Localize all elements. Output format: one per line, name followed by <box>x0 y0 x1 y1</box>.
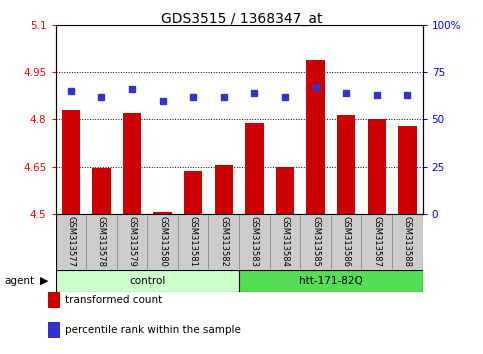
Bar <box>56 270 239 292</box>
Text: GSM313588: GSM313588 <box>403 216 412 267</box>
Bar <box>48 322 60 338</box>
Bar <box>361 214 392 271</box>
Text: GSM313582: GSM313582 <box>219 216 228 267</box>
Text: GSM313580: GSM313580 <box>158 216 167 267</box>
Text: GSM313584: GSM313584 <box>281 216 289 267</box>
Bar <box>117 214 147 271</box>
Bar <box>392 214 423 271</box>
Text: percentile rank within the sample: percentile rank within the sample <box>65 325 241 335</box>
Bar <box>147 214 178 271</box>
Bar <box>245 122 264 214</box>
Text: htt-171-82Q: htt-171-82Q <box>299 276 363 286</box>
Text: GSM313581: GSM313581 <box>189 216 198 267</box>
Bar <box>86 214 117 271</box>
Bar <box>270 214 300 271</box>
Text: GSM313577: GSM313577 <box>66 216 75 267</box>
Text: GSM313579: GSM313579 <box>128 216 137 267</box>
Text: GDS3515 / 1368347_at: GDS3515 / 1368347_at <box>161 12 322 27</box>
Bar <box>92 169 111 214</box>
Bar <box>300 214 331 271</box>
Text: GSM313586: GSM313586 <box>341 216 351 267</box>
Text: GSM313585: GSM313585 <box>311 216 320 267</box>
Bar <box>214 165 233 214</box>
Text: GSM313583: GSM313583 <box>250 216 259 267</box>
Bar <box>209 214 239 271</box>
Bar <box>56 214 86 271</box>
Bar <box>154 212 172 214</box>
Bar <box>123 113 141 214</box>
Bar <box>239 270 423 292</box>
Text: GSM313587: GSM313587 <box>372 216 381 267</box>
Bar <box>184 171 202 214</box>
Bar <box>62 110 80 214</box>
Text: agent: agent <box>5 276 35 286</box>
Bar <box>48 292 60 308</box>
Bar <box>398 126 416 214</box>
Bar <box>331 214 361 271</box>
Text: control: control <box>129 276 166 286</box>
Bar <box>368 119 386 214</box>
Text: GSM313578: GSM313578 <box>97 216 106 267</box>
Bar <box>276 167 294 214</box>
Text: transformed count: transformed count <box>65 295 162 305</box>
Bar <box>337 115 355 214</box>
Bar <box>239 214 270 271</box>
Bar <box>306 61 325 214</box>
Text: ▶: ▶ <box>40 276 48 286</box>
Bar <box>178 214 209 271</box>
